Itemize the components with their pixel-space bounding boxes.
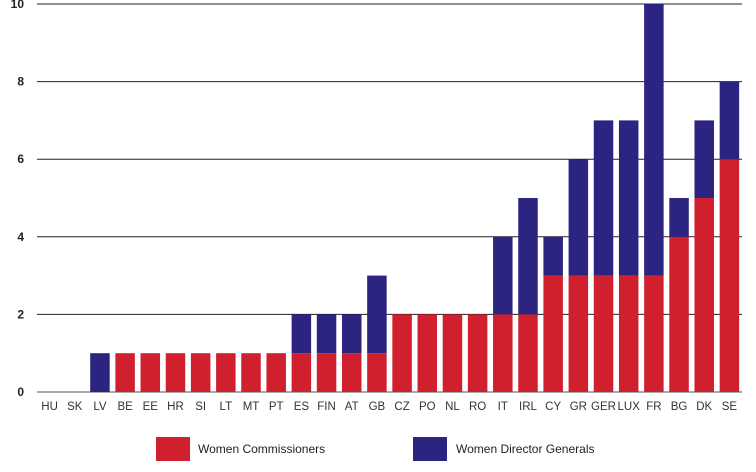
legend-label-women-commissioners: Women Commissioners <box>198 442 325 456</box>
bar-hr-women-commissioners <box>165 353 186 392</box>
x-tick-label: LUX <box>618 401 641 413</box>
bar-ee-women-commissioners <box>140 353 161 392</box>
bar-at-women-commissioners <box>341 353 362 392</box>
x-tick-label: IRL <box>519 401 538 413</box>
bar-cz-women-commissioners <box>392 314 412 392</box>
x-tick-label: GER <box>591 401 616 413</box>
x-tick-label: DK <box>696 401 712 413</box>
bar-fin-women-director-generals <box>316 314 337 354</box>
bar-ger-women-director-generals <box>593 120 614 276</box>
x-tick-label: ES <box>294 401 310 413</box>
bar-dk-women-director-generals <box>694 120 714 198</box>
bar-irl-women-director-generals <box>518 198 538 315</box>
bar-po-women-commissioners <box>417 314 438 392</box>
bar-mt-women-commissioners <box>241 353 261 392</box>
x-tick-label: PT <box>269 401 284 413</box>
y-tick-label: 8 <box>17 75 24 89</box>
bars <box>90 4 740 392</box>
bar-cy-women-commissioners <box>543 275 563 392</box>
y-axis-ticks: 0 2 4 6 8 10 <box>11 0 25 399</box>
x-tick-label: MT <box>243 401 260 413</box>
bar-cy-women-director-generals <box>543 236 563 276</box>
bar-gr-women-commissioners <box>568 275 589 392</box>
legend-swatch-women-director-generals <box>413 437 447 461</box>
x-tick-label: EE <box>143 401 159 413</box>
bar-es-women-commissioners <box>291 353 312 392</box>
x-tick-label: SK <box>67 401 83 413</box>
bar-fr-women-director-generals <box>644 4 664 276</box>
bar-at-women-director-generals <box>341 314 362 354</box>
bar-lux-women-director-generals <box>618 120 639 276</box>
x-tick-label: LV <box>93 401 107 413</box>
x-tick-label: PO <box>419 401 436 413</box>
bar-ro-women-commissioners <box>467 314 488 392</box>
x-tick-label: GR <box>570 401 587 413</box>
bar-it-women-director-generals <box>493 236 513 315</box>
bar-lt-women-commissioners <box>216 353 236 392</box>
legend: Women Commissioners Women Director Gener… <box>156 437 595 461</box>
y-tick-label: 10 <box>11 0 25 11</box>
bar-it-women-commissioners <box>493 314 513 392</box>
bar-es-women-director-generals <box>291 314 312 354</box>
x-tick-label: GB <box>369 401 386 413</box>
y-tick-label: 6 <box>17 152 24 166</box>
y-tick-label: 4 <box>17 230 24 244</box>
x-tick-label: IT <box>498 401 508 413</box>
x-tick-label: HR <box>167 401 184 413</box>
x-tick-label: BE <box>117 401 133 413</box>
x-tick-label: NL <box>445 401 460 413</box>
bar-fin-women-commissioners <box>316 353 337 392</box>
x-tick-label: SE <box>722 401 738 413</box>
bar-se-women-commissioners <box>719 159 740 392</box>
bar-dk-women-commissioners <box>694 198 714 392</box>
bar-gb-women-director-generals <box>367 275 387 354</box>
bar-ger-women-commissioners <box>593 275 614 392</box>
bar-gr-women-director-generals <box>568 159 589 276</box>
x-tick-label: FR <box>646 401 661 413</box>
y-tick-label: 2 <box>17 307 24 321</box>
x-tick-label: CZ <box>394 401 409 413</box>
x-tick-label: BG <box>671 401 688 413</box>
x-tick-label: HU <box>41 401 58 413</box>
legend-label-women-director-generals: Women Director Generals <box>456 442 595 456</box>
bar-nl-women-commissioners <box>442 314 463 392</box>
bar-si-women-commissioners <box>190 353 211 392</box>
legend-swatch-women-commissioners <box>156 437 190 461</box>
bar-pt-women-commissioners <box>266 353 286 392</box>
bar-lux-women-commissioners <box>618 275 639 392</box>
bar-bg-women-director-generals <box>669 198 689 237</box>
x-tick-label: FIN <box>317 401 336 413</box>
x-tick-label: LT <box>220 401 233 413</box>
x-axis-ticks: HU SK LV BE EE HR SI LT MT PT ES FIN AT GB CZ PO NL RO IT I… <box>41 401 737 413</box>
bar-bg-women-commissioners <box>669 236 689 392</box>
x-tick-label: SI <box>195 401 206 413</box>
bar-lv-women-director-generals <box>90 353 110 392</box>
bar-fr-women-commissioners <box>644 275 664 392</box>
x-tick-label: AT <box>345 401 359 413</box>
bar-gb-women-commissioners <box>367 353 387 392</box>
x-tick-label: RO <box>469 401 486 413</box>
y-tick-label: 0 <box>17 385 24 399</box>
bar-be-women-commissioners <box>115 353 135 392</box>
bar-irl-women-commissioners <box>518 314 538 392</box>
bar-se-women-director-generals <box>719 81 740 160</box>
x-tick-label: CY <box>545 401 561 413</box>
